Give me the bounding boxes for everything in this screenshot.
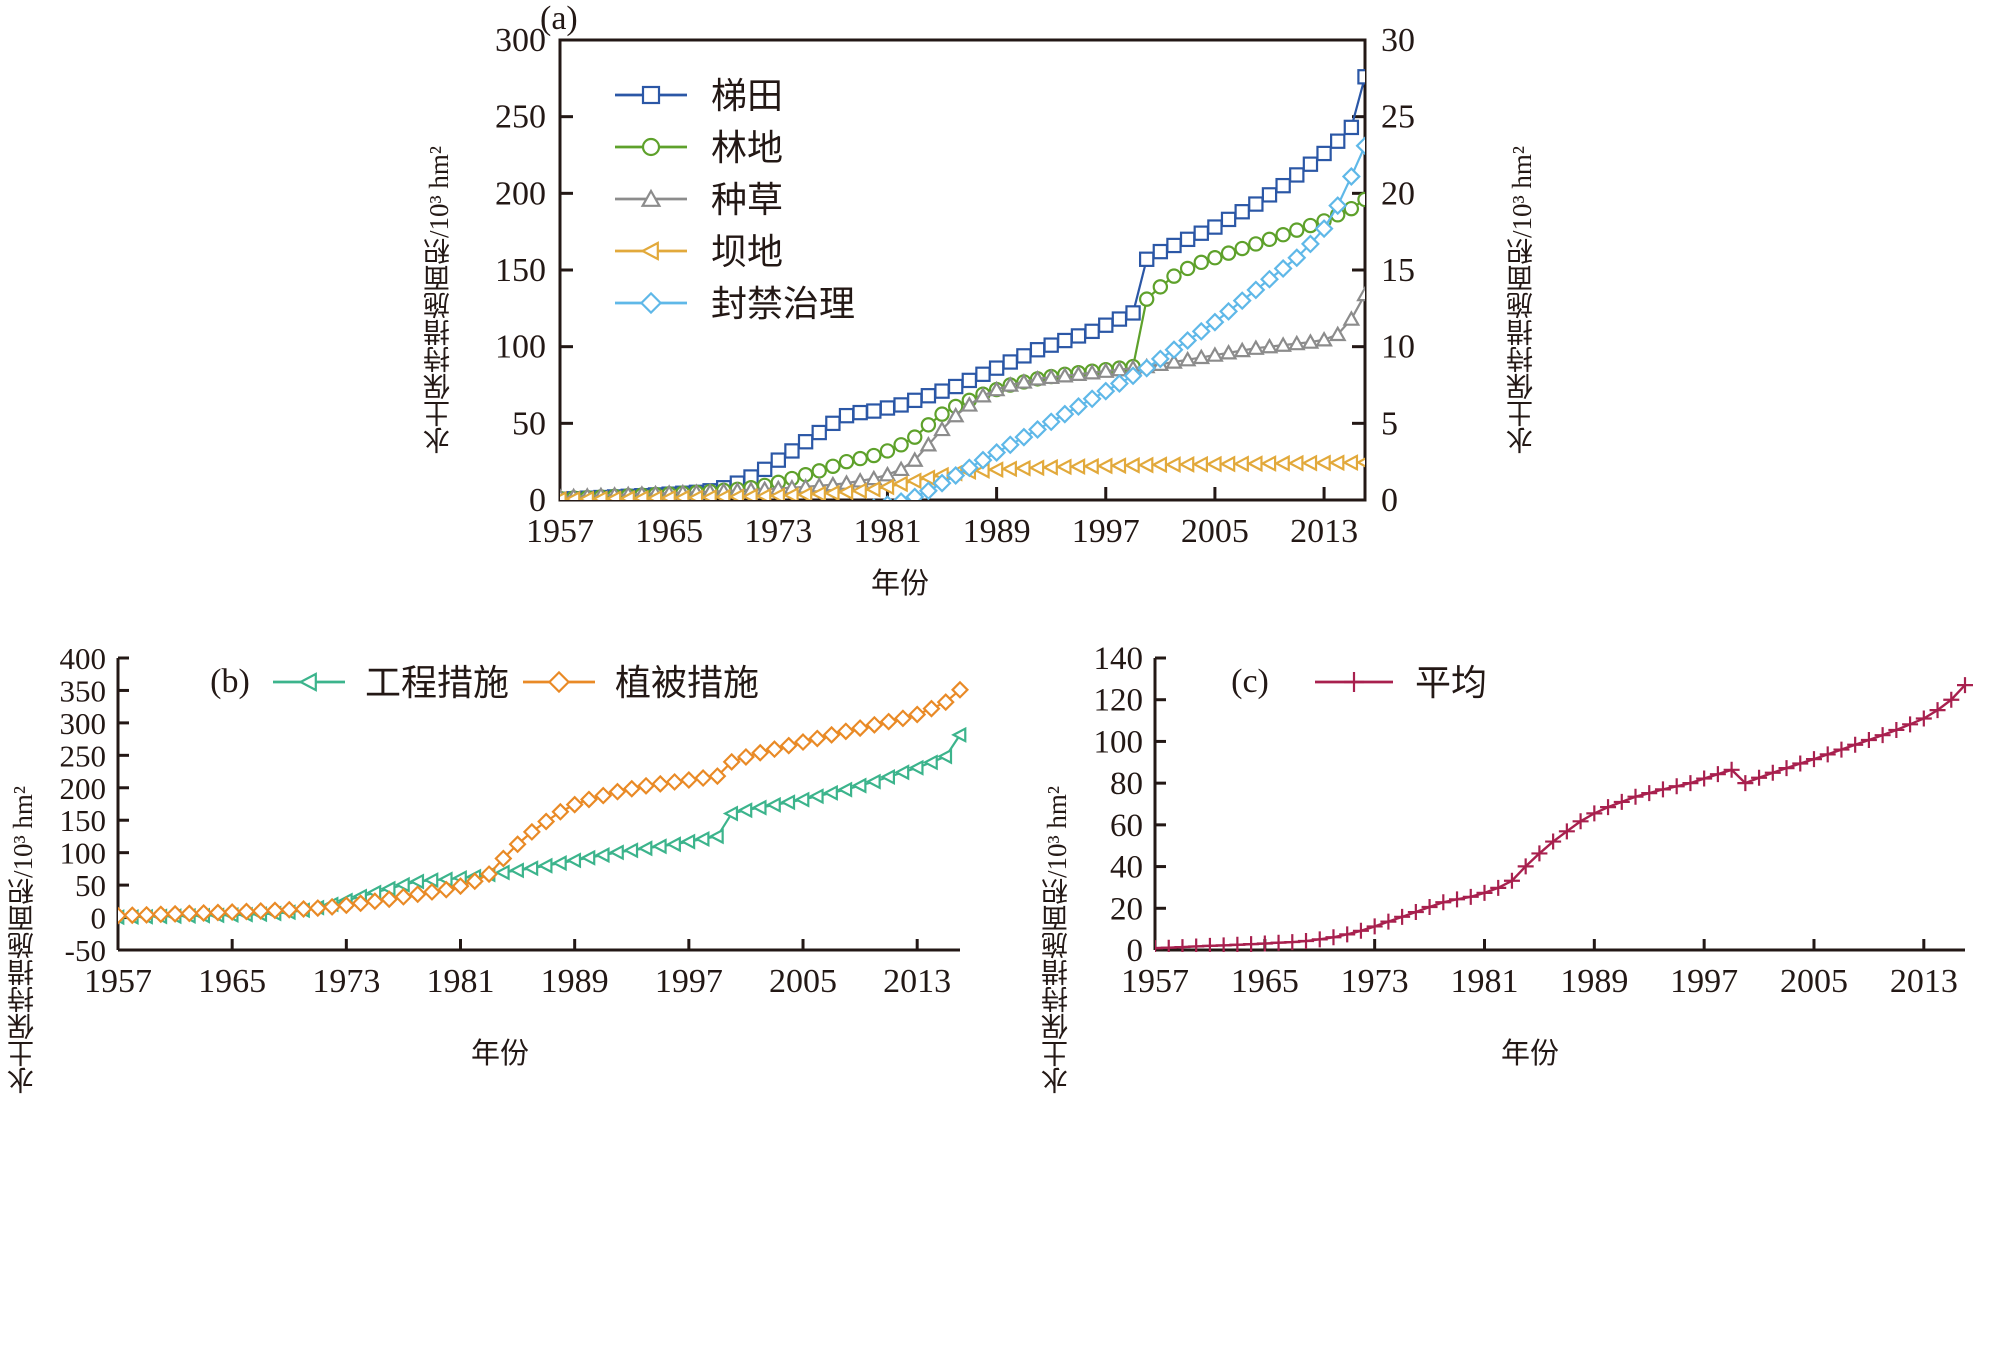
panel-c-xtick: 1997 [1670, 963, 1738, 1000]
panel-a-xtick: 1957 [526, 513, 594, 550]
panel-c-ytick: 100 [1094, 724, 1144, 760]
panel-c-xlabel: 年份 [1090, 1030, 1970, 1072]
panel-b-ytick: 250 [60, 738, 107, 773]
panel-c-letter: (c) [1231, 663, 1269, 700]
panel-a-xlabel: 年份 [400, 560, 1400, 602]
panel-c-ytick: 0 [1127, 933, 1144, 969]
panel-b-ytick: 350 [60, 673, 107, 708]
panel-c-ytick: 80 [1110, 766, 1143, 802]
legend-label: 封禁治理 [711, 283, 855, 324]
legend-label: 梯田 [711, 75, 783, 116]
panel-a-ytick-left: 150 [495, 252, 546, 289]
panel-c-plot: 0 20 40 60 80 100 120 140 1957 1965 1973 1981 1989 19… [1094, 641, 1973, 1000]
panel-b-ytick: 100 [60, 836, 107, 871]
panel-a-xtick: 2005 [1181, 513, 1249, 550]
series-封禁治理 [872, 136, 1365, 500]
panel-c-legend: 平均 [1315, 662, 1487, 703]
panel-b-xtick: 1997 [655, 963, 723, 1000]
panel-c-xtick: 1989 [1560, 963, 1628, 1000]
panel-a-ytick-left: 50 [512, 405, 546, 442]
panel-b-legend: 工程措施 植被措施 [273, 662, 759, 703]
panel-c-xtick: 2005 [1780, 963, 1848, 1000]
panel-c-xtick: 2013 [1890, 963, 1958, 1000]
panel-b-xtick: 2005 [769, 963, 837, 1000]
panel-c: 水土保持措施面积/10³ hm² 年份 0 20 40 60 80 100 120 140 19… [990, 630, 2000, 1369]
panel-b-xtick: 1981 [427, 963, 495, 1000]
panel-c-ytick: 40 [1110, 850, 1143, 886]
panel-a-xtick: 1965 [635, 513, 703, 550]
panel-b-ytick: 400 [60, 641, 107, 676]
panel-a-ytick-right: 20 [1381, 175, 1415, 212]
legend-label: 坝地 [711, 231, 783, 272]
panel-a-ytick-right: 15 [1381, 252, 1415, 289]
panel-a-ytick-left: 300 [495, 22, 546, 59]
panel-b-ytick: 50 [75, 868, 106, 903]
panel-b-xlabel-text: 年份 [470, 1038, 529, 1070]
panel-b-xtick: 1989 [541, 963, 609, 1000]
panel-a-ytick-left: 0 [529, 482, 546, 519]
panel-a-ytick-left: 250 [495, 99, 546, 136]
panel-a-xlabel-text: 年份 [870, 568, 929, 600]
panel-a-ytick-left: 200 [495, 175, 546, 212]
panel-a-xtick: 2013 [1290, 513, 1358, 550]
panel-a-ytick-right: 30 [1381, 22, 1415, 59]
panel-a-ytick-left: 100 [495, 329, 546, 366]
panel-b-xtick: 1957 [84, 963, 152, 1000]
legend-label: 工程措施 [365, 662, 509, 703]
series-平均 [1155, 677, 1973, 952]
panel-a: (a) 水土保持措施面积/10³ hm² 水土保持措施面积/10³ hm² 年份… [400, 0, 1560, 620]
panel-b-xtick: 1965 [198, 963, 266, 1000]
panel-b-ytick: 300 [60, 706, 107, 741]
panel-c-xtick: 1965 [1231, 963, 1299, 1000]
panel-b-xtick: 2013 [883, 963, 951, 1000]
panel-b-ytick: 200 [60, 771, 107, 806]
legend-label: 植被措施 [615, 662, 759, 703]
panel-b-letter: (b) [210, 663, 250, 700]
panel-a-xtick: 1989 [963, 513, 1031, 550]
panel-c-ytick: 20 [1110, 891, 1143, 927]
panel-a-xtick: 1973 [744, 513, 812, 550]
legend-item-植被措施[interactable]: 植被措施 [523, 662, 759, 703]
panel-b-xtick: 1973 [312, 963, 380, 1000]
legend-item-坝地[interactable]: 坝地 [615, 231, 783, 272]
legend-item-平均[interactable]: 平均 [1315, 662, 1487, 703]
legend-item-工程措施[interactable]: 工程措施 [273, 662, 509, 703]
panel-a-ytick-right: 5 [1381, 405, 1398, 442]
legend-label: 种草 [711, 179, 783, 220]
panel-a-ytick-right: 0 [1381, 482, 1398, 519]
panel-a-ytick-right: 25 [1381, 99, 1415, 136]
panel-c-ytick: 60 [1110, 808, 1143, 844]
panel-a-plot: 0 50 100 150 200 250 300 0 5 10 15 20 25 30 1957 1965 19… [495, 22, 1415, 550]
panel-b-ytick: -50 [65, 933, 106, 968]
legend-item-封禁治理[interactable]: 封禁治理 [615, 283, 855, 324]
panel-b: 水土保持措施面积/10³ hm² 年份 -50 0 50 100 150 200 250 30… [0, 630, 990, 1369]
panel-c-xtick: 1973 [1341, 963, 1409, 1000]
legend-item-林地[interactable]: 林地 [615, 127, 783, 168]
panel-b-xlabel: 年份 [60, 1030, 940, 1072]
panel-c-ytick: 140 [1094, 641, 1144, 677]
panel-c-ytick: 120 [1094, 683, 1144, 719]
legend-item-种草[interactable]: 种草 [615, 179, 783, 220]
panel-a-xtick: 1997 [1072, 513, 1140, 550]
panel-b-ytick: 0 [91, 901, 107, 936]
panel-c-xtick: 1981 [1450, 963, 1518, 1000]
panel-b-ytick: 150 [60, 803, 107, 838]
legend-label: 林地 [711, 127, 783, 168]
series-坝地 [560, 454, 1365, 500]
series-植被措施 [118, 680, 969, 925]
panel-a-ytick-right: 10 [1381, 329, 1415, 366]
series-梯田 [560, 69, 1365, 500]
panel-c-xlabel-text: 年份 [1500, 1038, 1559, 1070]
legend-item-梯田[interactable]: 梯田 [615, 75, 783, 116]
panel-a-xtick: 1981 [853, 513, 921, 550]
legend-label: 平均 [1415, 662, 1487, 703]
panel-a-letter: (a) [540, 0, 578, 37]
panel-c-xtick: 1957 [1121, 963, 1189, 1000]
